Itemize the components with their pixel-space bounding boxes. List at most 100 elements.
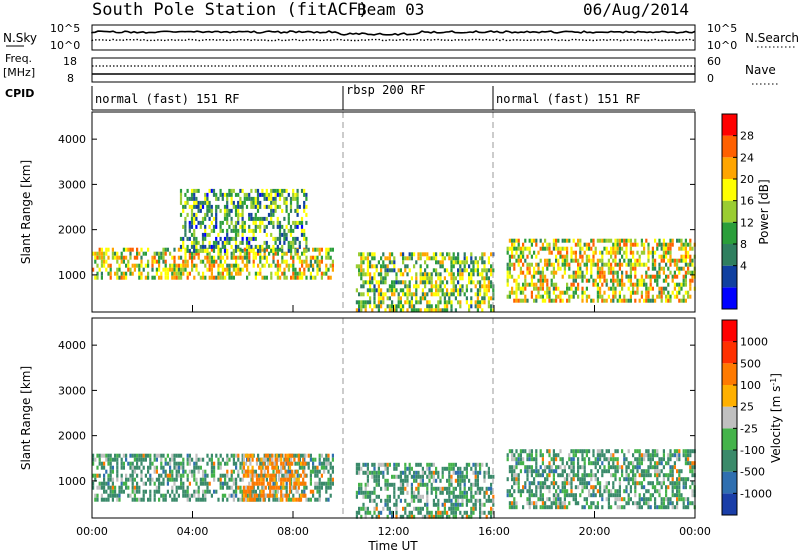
echo-cell bbox=[581, 258, 584, 263]
echo-cell bbox=[114, 255, 117, 260]
echo-cell bbox=[511, 501, 514, 506]
echo-cell bbox=[419, 296, 422, 301]
echo-cell bbox=[221, 473, 224, 478]
echo-cell bbox=[662, 266, 665, 271]
echo-cell bbox=[395, 462, 398, 467]
echo-cell bbox=[439, 280, 442, 285]
echo-cell bbox=[131, 453, 134, 458]
echo-cell bbox=[435, 490, 438, 495]
echo-cell bbox=[654, 278, 657, 283]
cpid-segment-1: normal (fast) 151 RF bbox=[95, 92, 240, 106]
echo-cell bbox=[487, 304, 490, 309]
echo-cell bbox=[625, 501, 628, 506]
echo-cell bbox=[647, 481, 650, 486]
echo-cell bbox=[314, 247, 317, 252]
echo-cell bbox=[301, 251, 304, 256]
echo-cell bbox=[621, 238, 624, 243]
echo-cell bbox=[680, 242, 683, 247]
echo-cell bbox=[147, 453, 150, 458]
echo-cell bbox=[610, 286, 613, 291]
echo-cell bbox=[199, 248, 202, 253]
echo-cell bbox=[274, 247, 277, 252]
echo-cell bbox=[382, 300, 385, 305]
echo-cell bbox=[208, 224, 211, 229]
echo-cell bbox=[474, 260, 477, 265]
echo-cell bbox=[513, 481, 516, 486]
echo-cell bbox=[658, 461, 661, 466]
echo-cell bbox=[144, 473, 147, 478]
echo-cell bbox=[175, 465, 178, 470]
echo-cell bbox=[590, 274, 593, 279]
echo-cell bbox=[362, 292, 365, 297]
echo-cell bbox=[249, 453, 252, 458]
echo-cell bbox=[252, 247, 255, 252]
echo-cell bbox=[147, 263, 150, 268]
echo-cell bbox=[660, 286, 663, 291]
echo-cell bbox=[483, 284, 486, 289]
echo-cell bbox=[599, 485, 602, 490]
echo-cell bbox=[259, 267, 262, 272]
echo-cell bbox=[492, 502, 495, 507]
echo-cell bbox=[259, 271, 262, 276]
echo-cell bbox=[138, 465, 141, 470]
echo-cell bbox=[691, 501, 694, 506]
echo-cell bbox=[660, 457, 663, 462]
echo-cell bbox=[647, 298, 650, 303]
echo-cell bbox=[513, 298, 516, 303]
echo-cell bbox=[266, 461, 270, 466]
echo-cell bbox=[388, 494, 391, 499]
echo-cell bbox=[283, 228, 286, 233]
echo-cell bbox=[530, 274, 533, 279]
echo-cell bbox=[415, 288, 418, 293]
echo-cell bbox=[522, 282, 525, 287]
echo-cell bbox=[355, 466, 358, 471]
echo-cell bbox=[616, 497, 619, 502]
echo-cell bbox=[235, 259, 238, 264]
echo-cell bbox=[632, 290, 635, 295]
echo-cell bbox=[443, 256, 446, 261]
echo-cell bbox=[92, 251, 95, 256]
echo-cell bbox=[673, 282, 676, 287]
echo-cell bbox=[634, 274, 637, 279]
echo-cell bbox=[109, 275, 112, 280]
echo-cell bbox=[506, 457, 509, 462]
colorbar-segment bbox=[722, 428, 737, 450]
echo-cell bbox=[592, 278, 595, 283]
echo-cell bbox=[291, 453, 294, 458]
echo-cell bbox=[219, 251, 222, 256]
echo-cell bbox=[278, 228, 282, 233]
echo-cell bbox=[355, 300, 358, 305]
echo-cell bbox=[263, 192, 266, 197]
echo-cell bbox=[638, 278, 641, 283]
echo-cell bbox=[366, 478, 369, 483]
echo-cell bbox=[173, 461, 176, 466]
echo-cell bbox=[426, 304, 429, 309]
echo-cell bbox=[472, 494, 475, 499]
echo-cell bbox=[568, 473, 571, 478]
echo-cell bbox=[263, 255, 266, 260]
echo-cell bbox=[428, 474, 431, 479]
echo-cell bbox=[524, 278, 527, 283]
echo-cell bbox=[292, 192, 295, 197]
echo-cell bbox=[487, 284, 490, 289]
echo-cell bbox=[279, 247, 282, 252]
echo-cell bbox=[286, 477, 289, 482]
echo-cell bbox=[116, 275, 119, 280]
echo-cell bbox=[588, 457, 591, 462]
echo-cell bbox=[288, 465, 292, 470]
echo-cell bbox=[634, 485, 637, 490]
echo-cell bbox=[492, 288, 495, 293]
echo-cell bbox=[656, 282, 659, 287]
echo-cell bbox=[257, 485, 260, 490]
echo-cell bbox=[572, 473, 575, 478]
echo-cell bbox=[204, 224, 207, 229]
echo-cell bbox=[588, 473, 591, 478]
echo-cell bbox=[402, 272, 405, 277]
echo-cell bbox=[281, 244, 284, 249]
echo-cell bbox=[517, 274, 520, 279]
echo-cell bbox=[138, 251, 141, 256]
echo-cell bbox=[314, 469, 317, 474]
echo-cell bbox=[210, 259, 213, 264]
echo-cell bbox=[230, 236, 233, 241]
echo-cell bbox=[621, 469, 624, 474]
